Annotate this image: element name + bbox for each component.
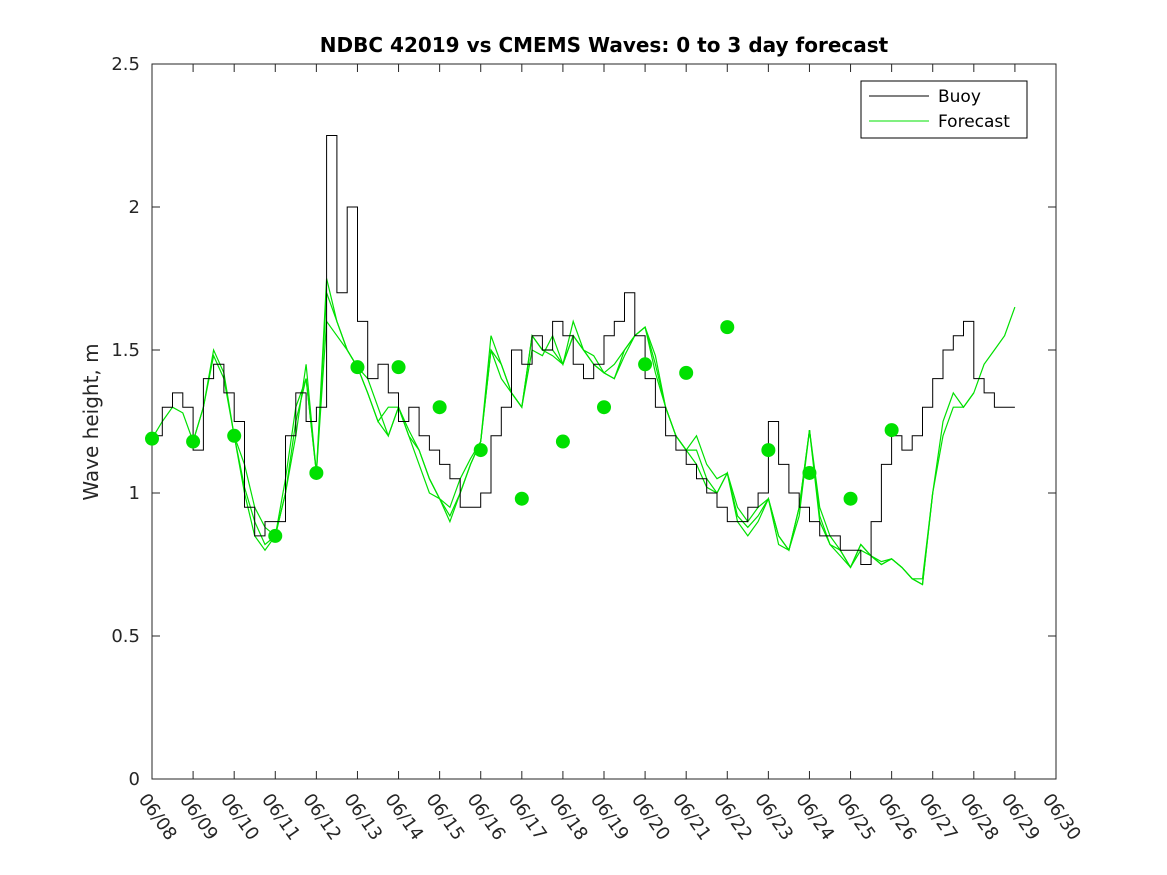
y-tick-label: 1.5 [111, 340, 140, 361]
x-tick-label: 06/27 [915, 790, 962, 845]
forecast-start-point [186, 434, 201, 449]
x-tick-label: 06/30 [1038, 790, 1085, 845]
forecast-start-point [432, 400, 447, 415]
legend: Buoy Forecast [860, 80, 1028, 139]
x-tick-label: 06/26 [874, 790, 921, 845]
forecast-start-point [720, 320, 735, 335]
forecast-line [151, 353, 276, 552]
forecast-line [274, 278, 399, 537]
x-tick-label: 06/24 [791, 790, 838, 845]
x-tick-label: 06/14 [380, 790, 427, 845]
forecast-line [849, 392, 975, 586]
forecast-start-point [227, 428, 242, 443]
x-tick-label: 06/12 [298, 790, 345, 845]
forecast-start-point [473, 443, 488, 458]
forecast-line [767, 430, 892, 569]
forecast-start-point [350, 360, 365, 375]
x-tick-label: 06/28 [956, 790, 1003, 845]
x-tick-label: 06/08 [134, 790, 181, 845]
x-tick-label: 06/25 [832, 790, 879, 845]
forecast-line [685, 430, 811, 552]
buoy-line [152, 135, 1015, 565]
x-tick-label: 06/16 [463, 790, 510, 845]
forecast-start-point [802, 465, 817, 480]
forecast-line [315, 319, 440, 500]
x-tick-label: 06/10 [216, 790, 263, 845]
forecast-start-point [638, 357, 653, 372]
plot-area: 00.511.522.506/0806/0906/1006/1106/1206/… [111, 54, 1085, 844]
axes-box [151, 63, 1057, 780]
x-tick-label: 06/20 [627, 790, 674, 845]
forecast-start-point [597, 400, 611, 415]
forecast-start-point [679, 365, 694, 380]
forecast-start-point [391, 360, 406, 375]
x-tick-label: 06/13 [339, 790, 386, 845]
forecast-line [603, 326, 728, 480]
forecast-start-point [884, 423, 899, 438]
legend-forecast-label: Forecast [938, 112, 1010, 132]
forecast-start-point [555, 434, 570, 449]
x-tick-label: 06/21 [668, 790, 715, 845]
y-tick-label: 1 [129, 483, 140, 504]
x-tick-label: 06/11 [257, 790, 304, 845]
x-tick-label: 06/23 [750, 790, 797, 845]
forecast-line [356, 366, 482, 518]
legend-box [860, 80, 1028, 139]
forecast-start-point [761, 443, 776, 458]
x-tick-label: 06/09 [175, 790, 222, 845]
y-axis-label: Wave height, m [79, 343, 103, 500]
chart-title: NDBC 42019 vs CMEMS Waves: 0 to 3 day fo… [320, 33, 889, 57]
forecast-start-point [268, 528, 283, 543]
y-tick-label: 2.5 [111, 54, 140, 75]
forecast-start-point [309, 465, 324, 480]
x-tick-label: 06/15 [422, 790, 469, 845]
x-tick-label: 06/29 [997, 790, 1044, 845]
y-tick-label: 0.5 [111, 626, 140, 647]
x-tick-label: 06/18 [545, 790, 592, 845]
forecast-start-point [843, 491, 858, 506]
forecast-line [891, 306, 1016, 586]
y-tick-label: 2 [129, 197, 140, 218]
legend-buoy-label: Buoy [938, 87, 981, 107]
x-tick-label: 06/17 [504, 790, 551, 845]
forecast-start-point [145, 431, 159, 446]
x-tick-label: 06/19 [586, 790, 633, 845]
forecast-start-point [514, 491, 529, 506]
y-tick-label: 0 [129, 769, 140, 790]
x-tick-label: 06/22 [709, 790, 756, 845]
